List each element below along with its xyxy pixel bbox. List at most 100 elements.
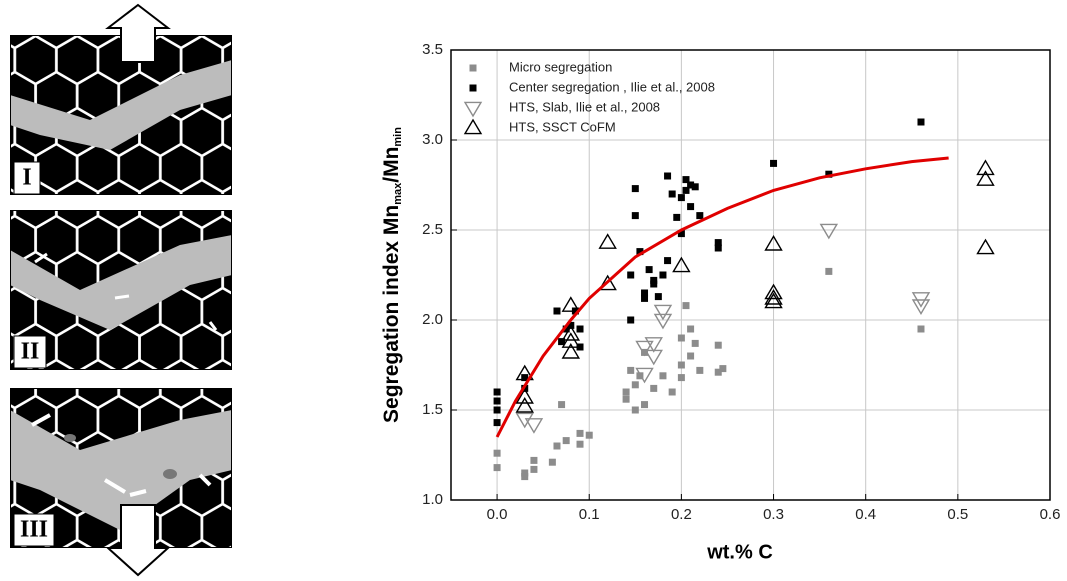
point xyxy=(819,223,839,240)
point xyxy=(558,338,566,346)
point xyxy=(622,388,630,396)
point xyxy=(558,401,566,409)
point xyxy=(672,256,691,273)
point xyxy=(521,374,529,382)
panel-label: III xyxy=(20,517,48,543)
point xyxy=(696,212,704,220)
x-tick-label: 0.0 xyxy=(487,506,508,523)
fit-curve xyxy=(495,156,949,438)
x-tick-label: 0.6 xyxy=(1040,506,1061,523)
point xyxy=(561,332,581,348)
point xyxy=(659,372,667,380)
point xyxy=(664,257,672,265)
legend-marker xyxy=(463,118,483,135)
point xyxy=(627,271,635,279)
point xyxy=(561,296,581,312)
point xyxy=(654,293,662,301)
point xyxy=(598,233,617,249)
y-tick-label: 3.0 xyxy=(422,131,443,148)
x-axis-label: wt.% C xyxy=(706,541,773,563)
legend-label: Micro segregation xyxy=(509,59,612,74)
label-box xyxy=(13,161,41,195)
y-tick-label: 2.5 xyxy=(422,221,443,238)
y-label-main: Segregation index Mn xyxy=(380,205,403,423)
point xyxy=(493,419,501,427)
point xyxy=(627,366,635,374)
point xyxy=(976,159,995,176)
point xyxy=(677,230,685,238)
y-tick-label: 1.0 xyxy=(422,491,443,508)
legend-marker xyxy=(463,101,483,118)
arrow-up xyxy=(105,3,171,63)
point xyxy=(677,374,685,382)
point xyxy=(677,334,685,342)
point xyxy=(687,181,695,189)
point xyxy=(976,238,995,255)
point xyxy=(631,212,639,220)
x-tick-label: 0.4 xyxy=(855,506,876,523)
point xyxy=(714,341,722,349)
schematic: I II III xyxy=(10,3,232,577)
point xyxy=(627,316,635,324)
panel-label: II xyxy=(21,339,40,365)
point xyxy=(917,118,925,126)
legend-label: Center segregation , Ilie et al., 2008 xyxy=(509,79,715,94)
y-tick-label: 1.5 xyxy=(422,401,443,418)
y-tick-label: 3.5 xyxy=(422,41,443,58)
point xyxy=(576,325,584,333)
point xyxy=(719,365,727,373)
y-axis-label: Segregation index Mnmax/Mnmin xyxy=(380,127,404,423)
point xyxy=(714,244,722,252)
point xyxy=(636,372,644,380)
point xyxy=(770,159,778,167)
point xyxy=(641,294,649,302)
point xyxy=(691,339,699,347)
point xyxy=(696,366,704,374)
point xyxy=(682,186,690,194)
point xyxy=(562,325,570,333)
point xyxy=(530,465,538,473)
point xyxy=(636,248,644,256)
point xyxy=(562,437,570,445)
point xyxy=(635,367,654,384)
point xyxy=(764,235,783,251)
point xyxy=(714,239,722,247)
x-tick-label: 0.1 xyxy=(579,506,600,523)
point xyxy=(493,406,501,414)
point xyxy=(524,418,544,434)
point xyxy=(515,388,534,404)
point xyxy=(664,172,672,180)
point xyxy=(515,412,534,429)
label-box xyxy=(13,513,55,547)
point xyxy=(585,431,593,439)
point xyxy=(515,397,534,413)
point xyxy=(687,325,695,333)
y-label-mid: /Mn xyxy=(380,147,403,183)
point xyxy=(515,364,534,381)
point xyxy=(673,213,681,221)
point xyxy=(645,266,653,274)
legend-marker xyxy=(469,84,477,92)
point xyxy=(825,170,833,178)
legend-label: HTS, Slab, Ilie et al., 2008 xyxy=(509,99,660,114)
point xyxy=(653,304,673,321)
point xyxy=(641,289,649,297)
point xyxy=(493,397,501,405)
point xyxy=(644,337,663,353)
point xyxy=(576,440,584,448)
panel-label: I xyxy=(22,165,31,191)
point xyxy=(598,274,617,291)
point xyxy=(635,340,654,357)
point xyxy=(650,276,658,284)
point xyxy=(644,349,663,366)
point xyxy=(668,388,676,396)
panel-2 xyxy=(10,210,232,370)
point xyxy=(641,401,649,409)
point xyxy=(493,449,501,457)
legend-label: HTS, SSCT CoFM xyxy=(509,119,616,134)
point xyxy=(553,307,561,315)
point xyxy=(561,343,581,359)
point xyxy=(677,361,685,369)
point xyxy=(631,406,639,414)
point xyxy=(521,469,529,477)
